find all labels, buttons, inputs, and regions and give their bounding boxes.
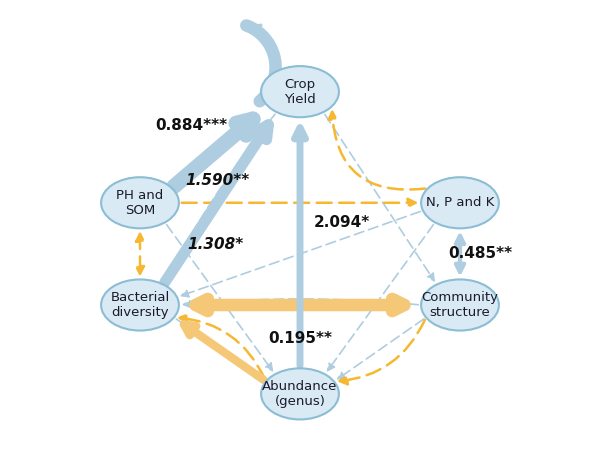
Ellipse shape <box>261 66 339 117</box>
Text: N, P and K: N, P and K <box>426 196 494 209</box>
Text: Bacterial
diversity: Bacterial diversity <box>110 291 170 319</box>
Ellipse shape <box>421 279 499 331</box>
Text: 0.195**: 0.195** <box>268 331 332 346</box>
Ellipse shape <box>421 177 499 228</box>
Text: 0.485**: 0.485** <box>448 247 512 261</box>
Text: PH and
SOM: PH and SOM <box>116 189 164 217</box>
Ellipse shape <box>261 369 339 419</box>
Ellipse shape <box>101 279 179 331</box>
Text: 1.308*: 1.308* <box>187 238 244 252</box>
Text: Community
structure: Community structure <box>421 291 499 319</box>
Text: 0.884***: 0.884*** <box>155 117 227 132</box>
Text: Crop
Yield: Crop Yield <box>284 78 316 106</box>
Ellipse shape <box>101 177 179 228</box>
Text: 1.590**: 1.590** <box>185 173 250 188</box>
Text: Abundance
(genus): Abundance (genus) <box>262 380 338 408</box>
Text: 2.094*: 2.094* <box>314 215 370 230</box>
